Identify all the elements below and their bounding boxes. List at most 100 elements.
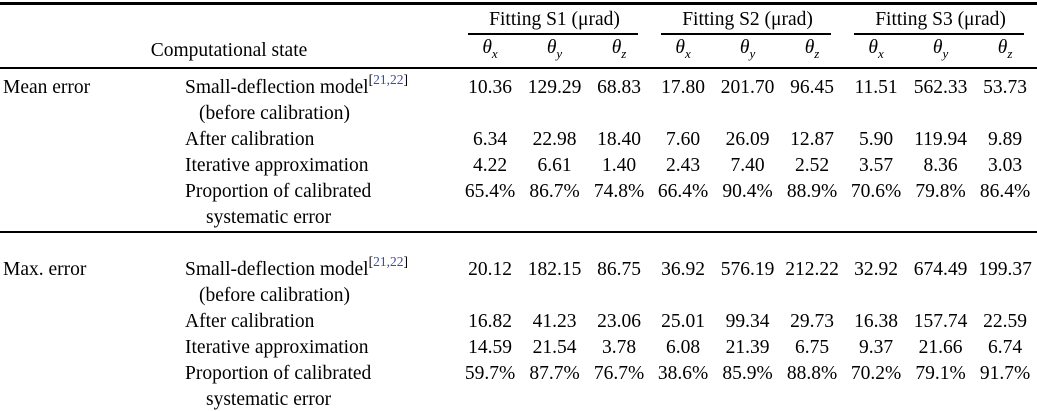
value-cell: 22.98 [532, 128, 577, 150]
table-row: Iterative approximation 4.22 6.61 1.40 2… [0, 153, 1037, 179]
state-cell: Small-deflection model[21,22] (before ca… [150, 254, 458, 309]
value-cell: 4.22 [472, 154, 508, 176]
value-cell: 70.6% [850, 180, 902, 202]
value-cell: 91.7% [979, 362, 1031, 384]
citation-superscript: [21,22] [368, 72, 408, 88]
value-cell: 14.59 [468, 336, 512, 358]
value-cell: 10.36 [468, 76, 512, 98]
value-cell: 86.7% [529, 180, 580, 202]
state-cell: Iterative approximation [185, 336, 369, 358]
value-cell: 6.61 [537, 154, 572, 176]
state-line: (before calibration) [199, 102, 351, 124]
value-cell: 65.4% [464, 180, 516, 202]
column-header-computational-state: Computational state [0, 3, 459, 69]
state-line: Small-deflection model[21,22] [185, 72, 408, 98]
column-group-fitting-s3: Fitting S3 (μrad) [844, 4, 1037, 36]
section-divider-rule [0, 230, 1037, 257]
value-cell: 6.74 [987, 336, 1023, 358]
table-row: Max. error Small-deflection model[21,22]… [0, 254, 1037, 309]
value-cell: 119.94 [914, 128, 967, 150]
value-cell: 562.33 [913, 76, 968, 98]
column-group-fitting-s1: Fitting S1 (μrad) [458, 4, 651, 36]
value-cell: 6.34 [472, 128, 508, 150]
value-cell: 20.12 [468, 258, 512, 280]
column-header-s3-theta-z: θz [973, 35, 1037, 69]
section-label-mean-error: Mean error [3, 76, 91, 98]
value-cell: 7.60 [665, 128, 701, 150]
state-line: Proportion of calibrated [185, 362, 372, 384]
value-cell: 12.87 [790, 128, 834, 150]
value-cell: 6.75 [794, 336, 830, 358]
table-row: Mean error Small-deflection model[21,22]… [0, 68, 1037, 127]
table-row: After calibration 6.34 22.98 18.40 7.60 … [0, 127, 1037, 153]
value-cell: 9.37 [858, 336, 894, 358]
column-header-s3-theta-y: θy [908, 35, 974, 69]
column-header-s2-theta-x: θx [651, 35, 716, 69]
value-cell: 79.1% [915, 362, 966, 384]
value-cell: 21.54 [532, 336, 577, 358]
value-cell: 74.8% [593, 180, 645, 202]
value-cell: 23.06 [597, 310, 641, 332]
column-header-s1-theta-z: θz [587, 35, 652, 69]
value-cell: 25.01 [661, 310, 705, 332]
value-cell: 129.29 [527, 76, 582, 98]
value-cell: 8.36 [923, 154, 958, 176]
value-cell: 157.74 [913, 310, 968, 332]
value-cell: 21.66 [918, 336, 963, 358]
value-cell: 26.09 [725, 128, 770, 150]
value-cell: 22.59 [983, 310, 1027, 332]
value-cell: 182.15 [527, 258, 582, 280]
value-cell: 212.22 [785, 258, 839, 280]
citation-link[interactable]: 21,22 [373, 254, 404, 270]
value-cell: 18.40 [597, 128, 641, 150]
table-row: Iterative approximation 14.59 21.54 3.78… [0, 335, 1037, 361]
table-row: Proportion of calibrated systematic erro… [0, 361, 1037, 411]
value-cell: 5.90 [858, 128, 894, 150]
value-cell: 16.38 [854, 310, 898, 332]
header-theta-row: θx θy θz θx θy θz θx θy θz [0, 35, 1037, 69]
section-divider [0, 230, 1037, 257]
value-cell: 41.23 [532, 310, 577, 332]
value-cell: 2.52 [794, 154, 830, 176]
header-group-row: Computational state Fitting S1 (μrad) Fi… [0, 3, 1037, 69]
value-cell: 576.19 [720, 258, 775, 280]
column-group-fitting-s2: Fitting S2 (μrad) [651, 4, 844, 36]
value-cell: 6.08 [665, 336, 701, 358]
value-cell: 96.45 [790, 76, 834, 98]
value-cell: 87.7% [529, 362, 580, 384]
value-cell: 86.75 [597, 258, 641, 280]
value-cell: 199.37 [978, 258, 1032, 280]
citation-link[interactable]: 21,22 [373, 72, 404, 88]
state-line: systematic error [206, 388, 332, 410]
column-header-s2-theta-z: θz [780, 35, 845, 69]
state-line: Proportion of calibrated [185, 180, 372, 202]
value-cell: 88.8% [786, 362, 838, 384]
state-cell: Proportion of calibrated systematic erro… [150, 361, 458, 411]
value-cell: 68.83 [597, 76, 641, 98]
value-cell: 99.34 [725, 310, 770, 332]
value-cell: 86.4% [979, 180, 1031, 202]
value-cell: 21.39 [725, 336, 770, 358]
value-cell: 17.80 [661, 76, 705, 98]
value-cell: 79.8% [915, 180, 966, 202]
value-cell: 53.73 [983, 76, 1027, 98]
value-cell: 1.40 [601, 154, 637, 176]
column-header-s2-theta-y: θy [715, 35, 781, 69]
value-cell: 9.89 [987, 128, 1023, 150]
column-header-s1-theta-x: θx [458, 35, 523, 69]
column-header-s1-theta-y: θy [522, 35, 588, 69]
value-cell: 2.43 [665, 154, 701, 176]
value-cell: 32.92 [854, 258, 898, 280]
value-cell: 66.4% [657, 180, 709, 202]
value-cell: 76.7% [593, 362, 645, 384]
value-cell: 674.49 [913, 258, 968, 280]
state-cell: Iterative approximation [185, 154, 369, 176]
value-cell: 3.78 [601, 336, 637, 358]
value-cell: 38.6% [657, 362, 709, 384]
value-cell: 3.57 [858, 154, 894, 176]
state-cell: Proportion of calibrated systematic erro… [150, 179, 458, 232]
state-cell: Small-deflection model[21,22] (before ca… [150, 68, 458, 127]
